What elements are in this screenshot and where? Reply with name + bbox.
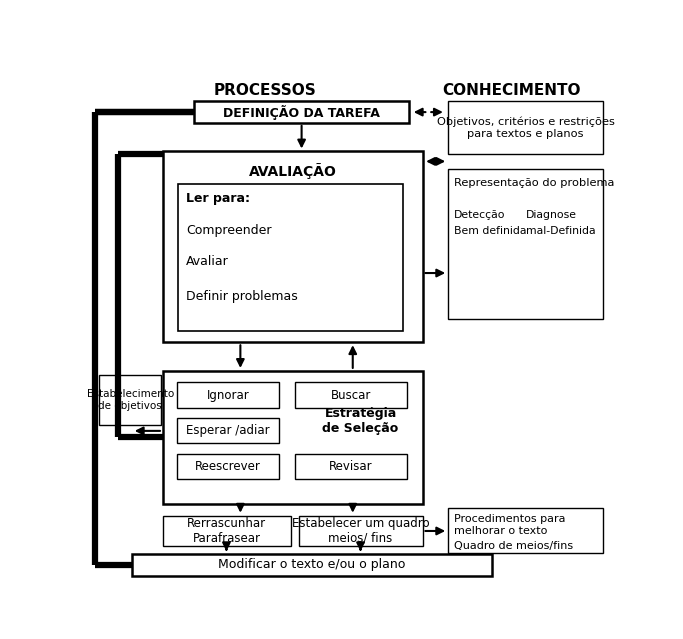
Text: Esperar /adiar: Esperar /adiar — [186, 424, 270, 437]
Bar — [163, 516, 291, 546]
Bar — [178, 185, 403, 331]
Text: Detecção: Detecção — [454, 210, 506, 220]
Bar — [163, 151, 423, 343]
Text: Objetivos, critérios e restrições
para textos e planos: Objetivos, critérios e restrições para t… — [436, 116, 615, 139]
Text: Reescrever: Reescrever — [195, 460, 261, 473]
Text: Diagnose: Diagnose — [526, 210, 576, 220]
Bar — [177, 418, 279, 443]
Text: Revisar: Revisar — [329, 460, 373, 473]
Text: Quadro de meios/fins: Quadro de meios/fins — [454, 541, 574, 551]
Text: Ignorar: Ignorar — [206, 389, 249, 401]
Text: DEFINIÇÃO DA TAREFA: DEFINIÇÃO DA TAREFA — [223, 105, 380, 119]
Text: CONHECIMENTO: CONHECIMENTO — [443, 83, 581, 98]
Bar — [99, 376, 161, 425]
Text: mal-Definida: mal-Definida — [526, 226, 595, 236]
Bar — [163, 371, 423, 504]
Bar — [177, 382, 279, 408]
Text: Modificar o texto e/ou o plano: Modificar o texto e/ou o plano — [219, 558, 406, 571]
Bar — [294, 454, 407, 479]
Bar — [132, 554, 492, 576]
Text: Avaliar: Avaliar — [186, 255, 229, 268]
Text: melhorar o texto: melhorar o texto — [454, 526, 548, 536]
Bar — [177, 454, 279, 479]
Text: Representação do problema: Representação do problema — [454, 178, 615, 188]
Text: Buscar: Buscar — [331, 389, 371, 401]
Bar — [194, 102, 409, 123]
Text: Estratégia
de Seleção: Estratégia de Seleção — [322, 407, 399, 435]
Bar — [448, 508, 603, 553]
Text: Definir problemas: Definir problemas — [186, 289, 298, 303]
Text: Estabelecimento
de objetivos: Estabelecimento de objetivos — [87, 389, 174, 411]
Text: PROCESSOS: PROCESSOS — [214, 83, 316, 98]
Bar — [448, 169, 603, 320]
Bar — [294, 382, 407, 408]
Text: Estabelecer um quadro
meios/ fins: Estabelecer um quadro meios/ fins — [292, 517, 430, 545]
Text: AVALIAÇÃO: AVALIAÇÃO — [249, 162, 337, 179]
Bar — [298, 516, 423, 546]
Text: Rerrascunhar
Parafrasear: Rerrascunhar Parafrasear — [187, 517, 266, 545]
Bar — [448, 102, 603, 154]
Text: Ler para:: Ler para: — [186, 192, 250, 205]
Text: Compreender: Compreender — [186, 224, 272, 237]
Text: Procedimentos para: Procedimentos para — [454, 514, 566, 525]
Text: Bem definida: Bem definida — [454, 226, 527, 236]
